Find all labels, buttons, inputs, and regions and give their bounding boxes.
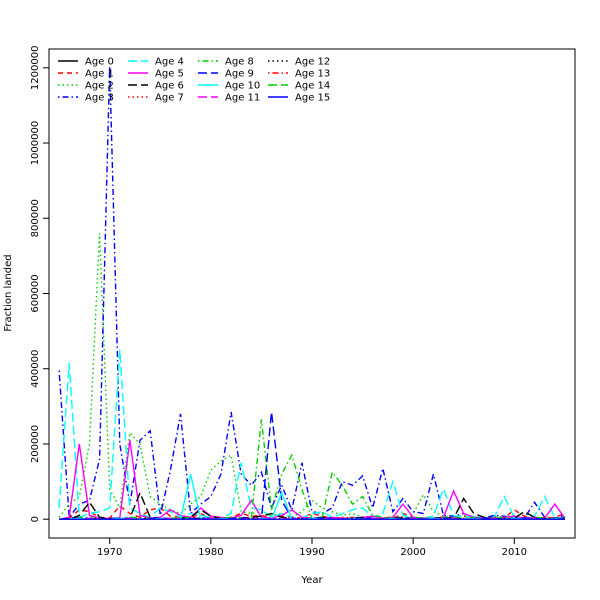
- y-tick-label: 1200000: [30, 46, 41, 91]
- series-line-age-9: [59, 411, 565, 520]
- x-tick-label: 2000: [400, 547, 425, 558]
- series-line-age-4: [58, 349, 565, 519]
- legend-label: Age 2: [85, 81, 114, 92]
- legend-label: Age 1: [85, 69, 114, 80]
- series-line-age-5: [58, 440, 566, 520]
- x-axis: 1970 1980 1990 2000 2010: [97, 538, 527, 558]
- series-line-age-2: [58, 233, 565, 520]
- legend-label: Age 3: [85, 93, 114, 104]
- y-tick-label: 1000000: [30, 121, 41, 166]
- series-lines: [58, 65, 566, 520]
- legend-label: Age 14: [295, 81, 330, 92]
- y-tick-label: 200000: [30, 425, 41, 463]
- legend-label: Age 5: [155, 69, 184, 80]
- x-tick-label: 1970: [97, 547, 122, 558]
- x-tick-label: 2010: [502, 547, 527, 558]
- x-tick-label: 1990: [299, 547, 324, 558]
- x-axis-label: Year: [300, 575, 323, 586]
- legend-label: Age 4: [155, 57, 184, 68]
- plot-frame: [48, 48, 576, 539]
- y-axis: 0 200000 400000 600000 800000 1000000 1200000: [30, 46, 49, 522]
- legend-label: Age 12: [295, 57, 330, 68]
- x-tick-label: 1980: [198, 547, 223, 558]
- series-line-age-3: [58, 65, 566, 520]
- legend-label: Age 9: [225, 69, 254, 80]
- legend-label: Age 15: [295, 93, 330, 104]
- legend-label: Age 13: [295, 69, 330, 80]
- legend-label: Age 10: [225, 81, 260, 92]
- series-line-age-6: [59, 491, 565, 520]
- y-tick-label: 800000: [30, 199, 41, 237]
- legend-label: Age 11: [225, 93, 260, 104]
- legend-label: Age 8: [225, 57, 254, 68]
- legend-label: Age 7: [155, 93, 184, 104]
- y-tick-label: 600000: [30, 274, 41, 312]
- y-tick-label: 0: [30, 516, 41, 522]
- y-axis-label: Fraction landed: [3, 254, 14, 331]
- legend-label: Age 6: [155, 81, 184, 92]
- legend-label: Age 0: [85, 57, 114, 68]
- y-tick-label: 400000: [30, 350, 41, 388]
